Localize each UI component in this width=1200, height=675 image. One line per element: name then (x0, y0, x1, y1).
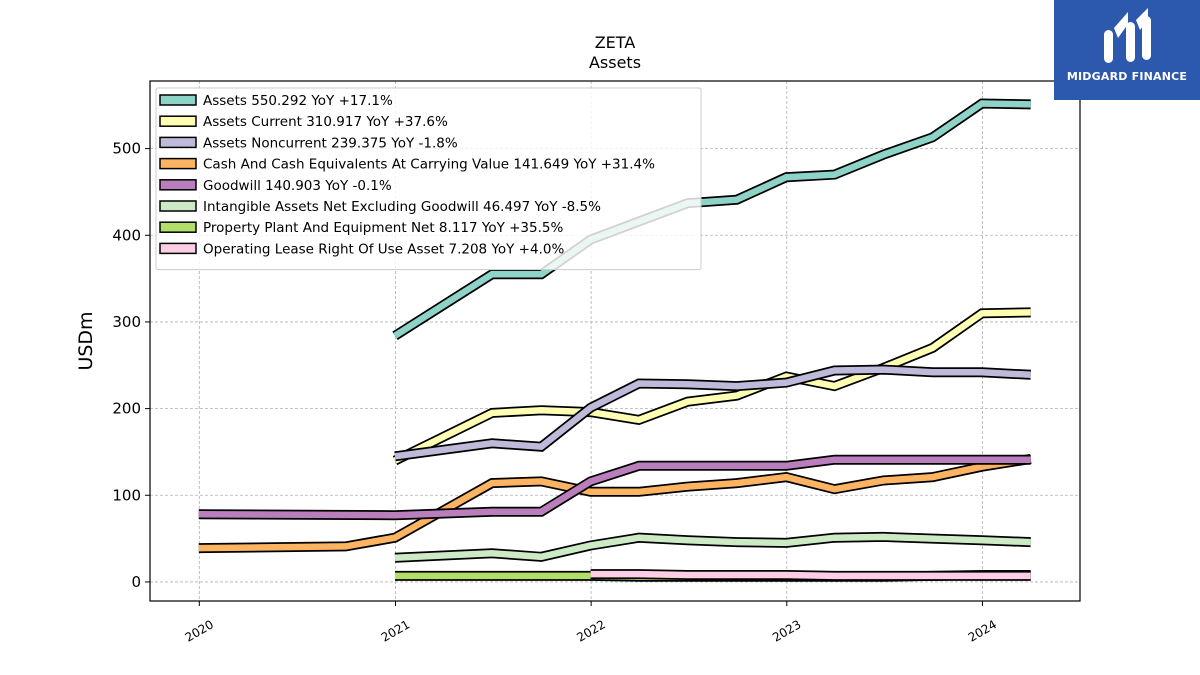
legend-item: Goodwill 140.903 YoY -0.1% (159, 178, 392, 194)
legend-item: Operating Lease Right Of Use Asset 7.208… (159, 241, 564, 257)
y-tick-label: 100 (112, 486, 141, 504)
y-tick-label: 500 (112, 140, 141, 158)
brand-logo: MIDGARD FINANCE (1054, 0, 1200, 100)
series-line (394, 364, 1031, 462)
series-line (198, 454, 1031, 521)
y-tick-label: 300 (112, 313, 141, 331)
legend-label: Assets Current 310.917 YoY +37.6% (203, 114, 448, 130)
legend-swatch (159, 115, 197, 127)
x-tick-label: 2024 (966, 617, 999, 644)
x-tick-label: 2020 (183, 617, 216, 644)
legend-item: Cash And Cash Equivalents At Carrying Va… (159, 157, 655, 173)
series-line (392, 307, 1031, 466)
chart-subtitle: Assets (589, 53, 641, 72)
legend-swatch (159, 179, 197, 191)
legend-label: Intangible Assets Net Excluding Goodwill… (203, 199, 601, 215)
series-line (198, 453, 1032, 554)
midgard-logo-mark-icon (1104, 8, 1151, 63)
plot-frame (149, 80, 1081, 602)
legend-label: Assets Noncurrent 239.375 YoY -1.8% (203, 135, 458, 151)
legend-label: Cash And Cash Equivalents At Carrying Va… (203, 157, 655, 173)
legend-item: Assets Current 310.917 YoY +37.6% (159, 114, 448, 130)
legend-label: Operating Lease Right Of Use Asset 7.208… (203, 241, 564, 257)
legend-label: Assets 550.292 YoY +17.1% (203, 93, 393, 109)
legend-swatch (159, 157, 197, 170)
legend-label: Goodwill 140.903 YoY -0.1% (203, 178, 392, 194)
legend-swatch (159, 200, 197, 212)
legend: Assets 550.292 YoY +17.1% Assets Current … (155, 87, 702, 271)
y-axis-label: USDm (75, 311, 97, 370)
legend-swatch (159, 242, 197, 255)
x-axis-ticks: 2020 2021 2022 2023 2024 (183, 601, 999, 645)
y-tick-label: 200 (112, 400, 141, 418)
legend-item: Property Plant And Equipment Net 8.117 Y… (159, 220, 563, 236)
series-lines (198, 98, 1032, 582)
brand-name: MIDGARD FINANCE (1066, 70, 1188, 83)
x-tick-label: 2023 (770, 617, 803, 644)
legend-swatch (159, 94, 197, 106)
legend-swatch (159, 136, 197, 149)
y-axis-ticks: 0 100 200 300 400 500 (112, 140, 150, 591)
y-tick-label: 0 (131, 573, 141, 591)
x-tick-label: 2022 (574, 617, 607, 644)
x-tick-label: 2021 (379, 617, 412, 644)
legend-item: Assets 550.292 YoY +17.1% (159, 93, 393, 109)
legend-swatch (159, 221, 197, 233)
chart-title: ZETA (595, 33, 636, 52)
y-tick-label: 400 (112, 226, 141, 244)
legend-item: Assets Noncurrent 239.375 YoY -1.8% (159, 135, 458, 151)
series-line (392, 98, 1031, 341)
legend-label: Property Plant And Equipment Net 8.117 Y… (203, 220, 563, 236)
series-line (394, 531, 1031, 563)
legend-box (155, 87, 702, 271)
legend-item: Intangible Assets Net Excluding Goodwill… (159, 199, 601, 215)
series-line (590, 569, 1031, 581)
